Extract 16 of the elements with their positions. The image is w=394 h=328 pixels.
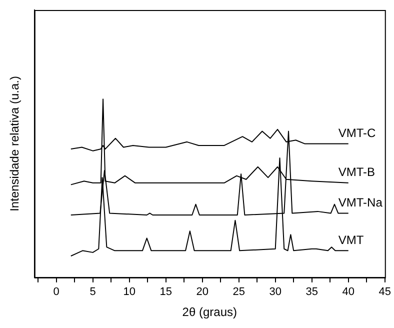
- series-label: VMT: [338, 232, 364, 247]
- series-label: VMT-C: [338, 126, 376, 140]
- x-tick-label: 0: [53, 286, 60, 298]
- x-tick-label: 30: [269, 286, 282, 298]
- x-tick-label: 20: [196, 286, 208, 298]
- x-tick-label: 40: [342, 286, 354, 298]
- x-tick-label: 5: [90, 286, 96, 298]
- y-axis-title: Intensidade relativa (u.a.): [8, 76, 22, 212]
- x-tick-label: 45: [378, 286, 392, 298]
- x-tick-label: 25: [232, 286, 245, 298]
- x-axis-title: 2θ (graus): [182, 305, 237, 320]
- x-tick-label: 10: [123, 286, 136, 298]
- x-tick-label: 15: [160, 286, 172, 298]
- series-label: VMT-B: [338, 165, 376, 180]
- series-label: VMT-Na: [338, 196, 383, 210]
- x-tick-label: 35: [306, 286, 318, 298]
